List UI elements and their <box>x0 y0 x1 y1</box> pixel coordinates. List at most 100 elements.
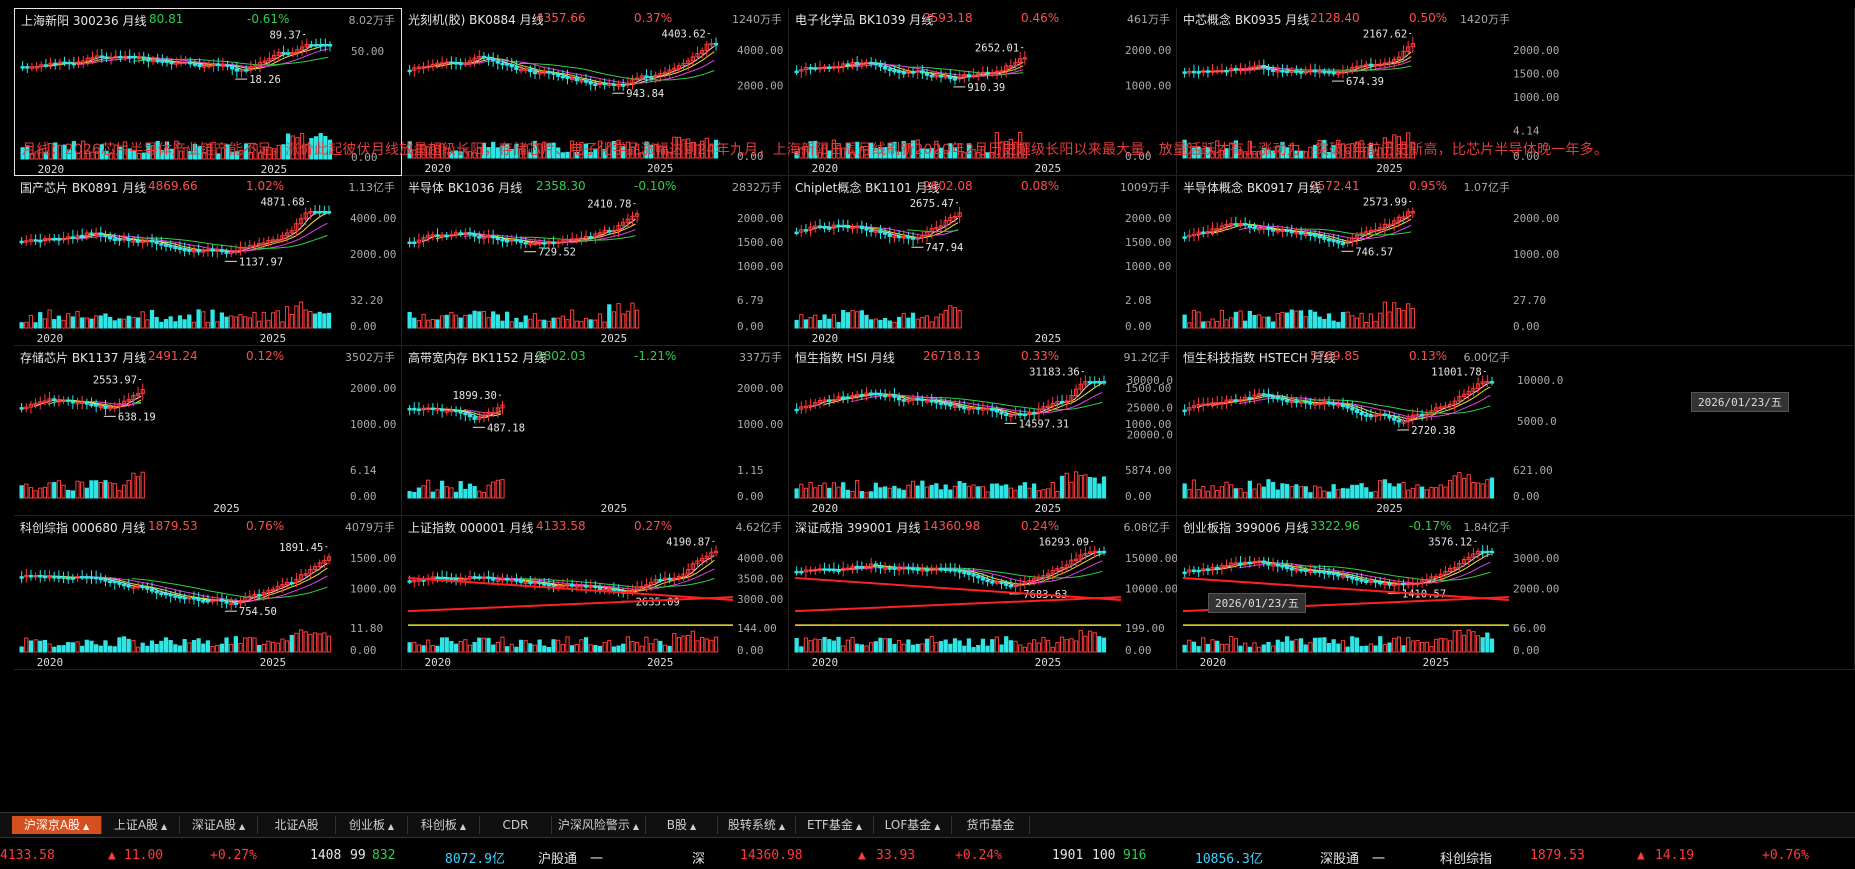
chart-panel[interactable]: 存储芯片 BK1137 月线 2491.24 0.12% 3502万手 2000.00 1… <box>14 346 402 516</box>
kline-chart[interactable]: 3000.002000.0066.000.003576.121410.57202… <box>1177 516 1855 670</box>
candle <box>491 411 496 415</box>
market-tab[interactable]: 深证A股 ▲ <box>180 816 258 834</box>
volume-bar <box>551 639 556 653</box>
volume-bar <box>1452 630 1457 653</box>
kline-chart[interactable]: 4000.003500.003000.00144.000.004190.8726… <box>402 516 789 670</box>
candle <box>882 394 888 398</box>
candle <box>1289 400 1294 404</box>
volume-bar <box>1064 639 1069 653</box>
volume-bar <box>117 637 122 653</box>
market-tab[interactable]: 股转系统 ▲ <box>718 816 796 834</box>
candle <box>1336 573 1341 577</box>
volume-bar <box>985 152 990 159</box>
candle <box>169 61 174 65</box>
candle <box>831 568 837 572</box>
candle <box>873 563 878 567</box>
volume-bar <box>1247 140 1252 159</box>
candle <box>449 234 454 237</box>
hgt-label[interactable]: 沪股通 <box>538 852 578 867</box>
market-tab[interactable]: 货币基金 <box>952 816 1030 834</box>
sh-pct: +0.27% <box>210 848 257 863</box>
sh-up-count: 1408 <box>310 848 342 863</box>
market-tab[interactable]: 沪深风险警示 ▲ <box>552 816 646 834</box>
kline-chart[interactable]: 1500.001000.0011.800.001891.45754.502020… <box>14 516 402 670</box>
kline-chart[interactable]: 2000.001500.001000.002.080.002675.47747.… <box>789 176 1177 346</box>
chart-panel[interactable]: 上海新阳 300236 月线 80.81 -0.61% 8.02万手 50.00 0.00… <box>14 8 402 176</box>
chart-panel[interactable]: 半导体 BK1036 月线 2358.30 -0.10% 2832万手 2000.00 1… <box>402 176 789 346</box>
candle <box>1312 233 1318 237</box>
chart-panel[interactable]: 高带宽内存 BK1152 月线 1802.03 -1.21% 337万手 2000.00… <box>402 346 789 516</box>
chevron-up-icon: ▲ <box>690 822 697 831</box>
market-tab[interactable]: 创业板 ▲ <box>336 816 408 834</box>
candle <box>312 565 318 570</box>
market-tab[interactable]: CDR <box>480 816 552 834</box>
chart-panel[interactable]: 电子化学品 BK1039 月线 2593.18 0.46% 461万手 2000.00 1… <box>789 8 1177 176</box>
candle <box>39 64 44 68</box>
chart-panel[interactable]: Chiplet概念 BK1101 月线 2602.08 0.08% 1009万手 200… <box>789 176 1177 346</box>
chart-panel[interactable]: 半导体概念 BK0917 月线 2572.41 0.95% 1.07亿手 2000.00… <box>1177 176 1855 346</box>
market-tab[interactable]: 沪深京A股 ▲ <box>12 816 102 834</box>
chart-panel[interactable]: 恒生科技指数 HSTECH 月线 5769.85 0.13% 6.00亿手 10000.… <box>1177 346 1855 516</box>
trend-line <box>407 577 734 601</box>
volume-bar <box>327 139 333 160</box>
volume-bar <box>505 646 510 653</box>
volume-bar <box>266 319 271 329</box>
kline-chart[interactable]: 2000.001500.001000.004.140.002167.62674.… <box>1177 8 1855 176</box>
kline-chart[interactable]: 15000.0010000.00199.000.0016293.097683.6… <box>789 516 1177 670</box>
market-tab[interactable]: 上证A股 ▲ <box>102 816 180 834</box>
candle <box>89 403 94 407</box>
candle <box>145 239 150 243</box>
candle <box>813 225 818 229</box>
chart-panel[interactable]: 光刻机(胶) BK0884 月线 4357.66 0.37% 1240万手 4000.0… <box>402 8 789 176</box>
market-tab[interactable]: 科创板 ▲ <box>408 816 480 834</box>
chart-panel[interactable]: 上证指数 000001 月线 4133.58 0.27% 4.62亿手 4000.00 3… <box>402 516 789 670</box>
volume-bar <box>1429 645 1434 653</box>
volume-bar <box>1322 139 1327 159</box>
market-tab[interactable]: 北证A股 <box>258 816 336 834</box>
kline-chart[interactable]: 10000.05000.0621.000.0011001.782720.3820… <box>1177 346 1855 516</box>
candle <box>481 576 487 579</box>
volume-bar <box>1289 143 1294 159</box>
volume-bar <box>943 310 948 329</box>
panel-header: 半导体 BK1036 月线 2358.30 -0.10% 2832万手 <box>408 179 782 195</box>
candle <box>486 576 491 579</box>
market-tab[interactable]: B股 ▲ <box>646 816 718 834</box>
candle <box>602 229 607 234</box>
volume-bar <box>1401 310 1406 329</box>
volume-bar <box>1092 632 1097 653</box>
chart-panel[interactable]: 恒生指数 HSI 月线 26718.13 0.33% 91.2亿手 1500.00 100… <box>789 346 1177 516</box>
candle <box>597 232 603 235</box>
volume-bar <box>500 479 505 499</box>
kline-chart[interactable]: 4000.002000.0032.200.004871.681137.97202… <box>14 176 402 346</box>
candle <box>948 403 953 407</box>
sgt-label[interactable]: 深股通 <box>1320 852 1360 867</box>
market-tab[interactable]: LOF基金 ▲ <box>874 816 952 834</box>
candle <box>135 393 141 396</box>
volume-bar <box>1036 490 1041 499</box>
candle <box>1261 64 1266 69</box>
candle <box>985 407 990 411</box>
market-tab[interactable]: ETF基金 ▲ <box>796 816 874 834</box>
volume-bar <box>1392 302 1397 329</box>
volume-bar <box>1373 149 1378 159</box>
candle <box>901 567 906 570</box>
chart-panel[interactable]: 科创综指 000680 月线 1879.53 0.76% 4079万手 1500.00 1… <box>14 516 402 670</box>
candle <box>140 240 145 244</box>
candle <box>295 49 300 54</box>
volume-bar <box>33 322 38 329</box>
chart-panel[interactable]: 国产芯片 BK0891 月线 4869.66 1.02% 1.13亿手 4000.00 2… <box>14 176 402 346</box>
chart-panel[interactable]: 深证成指 399001 月线 14360.98 0.24% 6.08亿手 15000.0… <box>789 516 1177 670</box>
volume-bar <box>1182 644 1187 653</box>
volume-bar <box>234 151 239 160</box>
kline-chart[interactable]: 1500.001000.0030000.025000.020000.05874.… <box>789 346 1177 516</box>
candle <box>799 229 804 233</box>
volume-bar <box>276 144 281 160</box>
price-axis-label: 1000.00 <box>1513 248 1559 261</box>
kline-chart[interactable]: 2000.001500.001000.006.790.002410.78729.… <box>402 176 789 346</box>
